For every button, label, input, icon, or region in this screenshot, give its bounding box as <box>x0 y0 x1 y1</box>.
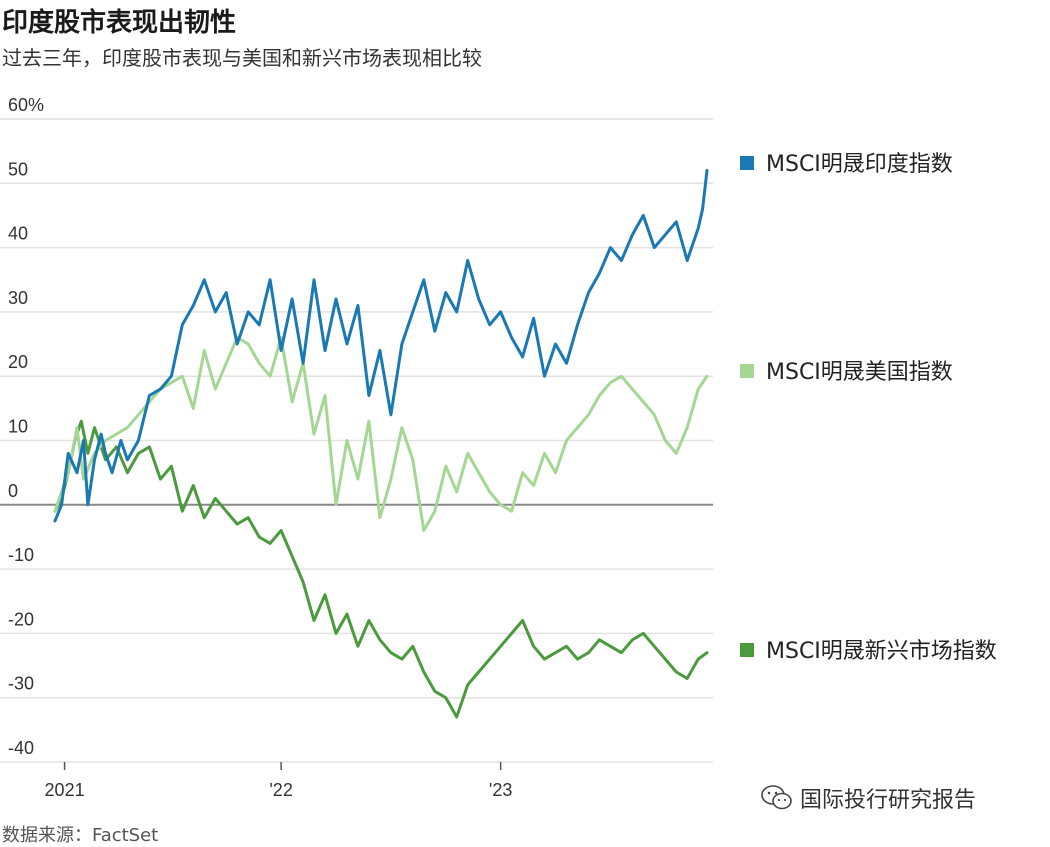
usa-series-line <box>53 336 709 532</box>
chart-title: 印度股市表现出韧性 <box>2 8 237 38</box>
legend-swatch <box>740 156 754 170</box>
legend-swatch <box>740 364 754 378</box>
data-source: 数据来源：FactSet <box>2 825 159 846</box>
y-tick-label: 40 <box>8 224 28 244</box>
y-tick-label: 0 <box>8 481 18 501</box>
india-series-line <box>53 168 709 523</box>
legend-item-india: MSCI明晟印度指数 <box>766 152 953 177</box>
legend-item-usa: MSCI明晟美国指数 <box>766 360 953 385</box>
legend-swatch <box>740 643 754 657</box>
gridlines <box>0 118 713 763</box>
wechat-icon <box>761 785 792 810</box>
em-series-line <box>53 419 709 719</box>
y-tick-label: 20 <box>8 352 28 372</box>
y-tick-label: -40 <box>8 738 34 758</box>
x-tick-label: '22 <box>269 780 292 800</box>
watermark-text: 国际投行研究报告 <box>800 788 977 813</box>
x-tick-label: 2021 <box>45 780 85 800</box>
y-tick-label: -10 <box>8 545 34 565</box>
y-tick-label: 60% <box>8 95 44 115</box>
y-tick-label: -20 <box>8 609 34 629</box>
x-axis: 2021 '22 '23 <box>45 762 512 800</box>
y-tick-label: 30 <box>8 288 28 308</box>
legend: MSCI明晟印度指数 MSCI明晟美国指数 MSCI明晟新兴市场指数 <box>740 152 997 664</box>
x-tick-label: '23 <box>489 780 512 800</box>
y-tick-label: -30 <box>8 674 34 694</box>
watermark: 国际投行研究报告 <box>760 782 976 814</box>
series-lines <box>53 168 709 719</box>
y-axis-labels: 60% 50 40 30 20 10 0 -10 -20 -30 -40 <box>8 95 44 758</box>
chart-subtitle: 过去三年，印度股市表现与美国和新兴市场表现相比较 <box>2 46 482 70</box>
legend-item-em: MSCI明晟新兴市场指数 <box>766 639 997 664</box>
y-tick-label: 50 <box>8 159 28 179</box>
y-tick-label: 10 <box>8 417 28 437</box>
